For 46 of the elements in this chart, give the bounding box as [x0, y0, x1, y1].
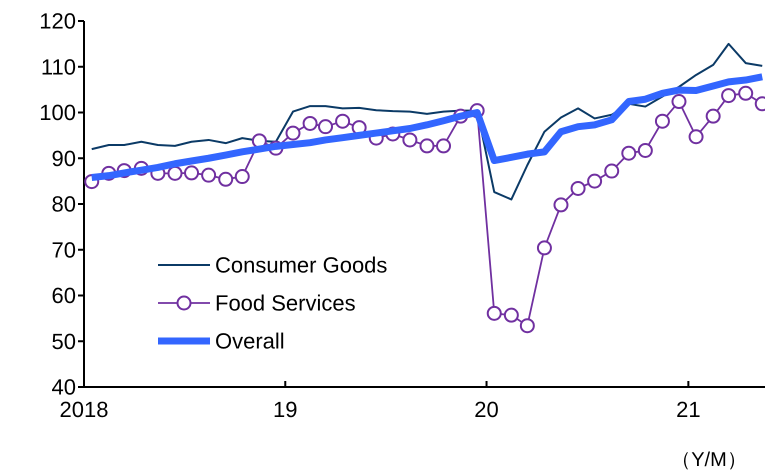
y-tick-label: 60: [52, 283, 76, 308]
point: [706, 108, 721, 124]
point: [621, 146, 636, 161]
y-tick-label: 90: [52, 146, 76, 171]
y-tick-label: 110: [40, 54, 76, 80]
x-tick-label: 21: [676, 397, 701, 422]
x-tick-label: 2018: [60, 397, 108, 422]
x-tick-label: 19: [273, 397, 298, 422]
point: [184, 165, 200, 180]
x-tick-label: 20: [474, 397, 499, 422]
point: [486, 306, 502, 321]
point: [604, 164, 620, 179]
point: [218, 172, 234, 187]
point: [738, 86, 754, 101]
point: [504, 308, 519, 323]
point: [671, 94, 686, 110]
point: [587, 174, 602, 189]
point: [654, 114, 670, 129]
legend-label: Overall: [215, 328, 285, 354]
point: [201, 168, 216, 183]
legend-label: Food Services: [215, 290, 356, 316]
point: [638, 142, 653, 158]
point: [721, 88, 736, 104]
point: [335, 114, 350, 129]
line-series: [90, 42, 764, 200]
point: [436, 138, 452, 154]
point: [318, 119, 334, 134]
y-tick-label: 120: [39, 8, 76, 34]
point: [553, 197, 568, 212]
point: [285, 126, 300, 141]
y-tick-label: 70: [52, 237, 76, 262]
y-tick-label: 100: [39, 100, 76, 126]
point: [234, 169, 250, 184]
point: [520, 318, 535, 334]
point: [688, 129, 704, 144]
y-tick-label: 40: [52, 374, 76, 400]
point: [167, 166, 182, 181]
y-tick-label: 50: [52, 328, 76, 354]
point: [419, 138, 434, 154]
y-tick-label: 80: [52, 192, 76, 217]
x-axis-title: （Y/M）: [671, 449, 747, 471]
point: [570, 180, 586, 196]
point: [536, 240, 552, 256]
point: [402, 132, 418, 148]
point: [302, 116, 318, 131]
legend-label: Consumer Goods: [215, 252, 388, 278]
